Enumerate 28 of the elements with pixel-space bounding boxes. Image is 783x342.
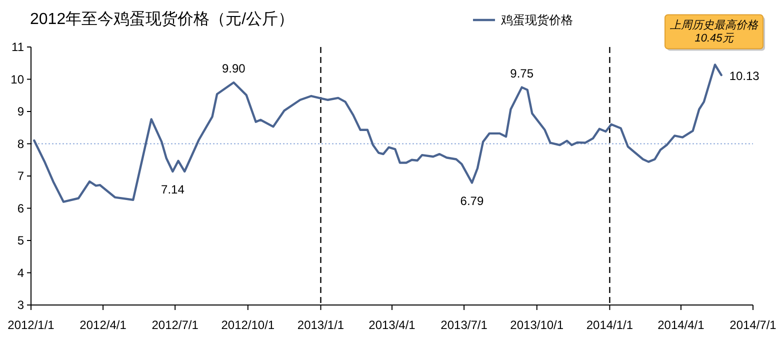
x-tick-label: 2012/7/1 — [152, 318, 199, 332]
x-tick-label: 2013/1/1 — [297, 318, 344, 332]
x-tick-label: 2012/4/1 — [80, 318, 127, 332]
x-tick-label: 2014/1/1 — [586, 318, 634, 332]
annotation: 10.13 — [729, 69, 760, 84]
x-tick-label: 2012/10/1 — [221, 318, 275, 332]
x-tick-label: 2013/4/1 — [368, 318, 416, 332]
y-tick-label: 9 — [17, 104, 24, 118]
y-tick-label: 7 — [17, 169, 24, 183]
y-tick-label: 6 — [17, 201, 24, 216]
y-tick-label: 4 — [17, 266, 24, 280]
annotation: 9.75 — [510, 66, 534, 80]
annotation: 9.90 — [222, 61, 246, 76]
legend-label: 鸡蛋现货价格 — [500, 13, 573, 27]
x-tick-label: 2014/4/1 — [658, 318, 705, 332]
x-tick-label: 2013/10/1 — [510, 318, 564, 332]
x-tick-label: 2012/1/1 — [8, 318, 55, 332]
x-tick-label: 2013/7/1 — [440, 318, 488, 332]
y-tick-label: 11 — [12, 40, 24, 54]
annotation: 上周历史最高价格 10.45元 — [670, 18, 759, 45]
annotation: 7.14 — [161, 182, 185, 196]
annotation: 6.79 — [460, 194, 484, 208]
chart-title: 2012年至今鸡蛋现货价格（元/公斤） — [30, 10, 294, 28]
y-tick-label: 3 — [17, 298, 24, 312]
x-tick-label: 2014/7/1 — [730, 318, 777, 332]
y-tick-label: 8 — [17, 136, 24, 151]
y-tick-label: 5 — [17, 234, 24, 248]
y-tick-label: 10 — [10, 72, 24, 86]
